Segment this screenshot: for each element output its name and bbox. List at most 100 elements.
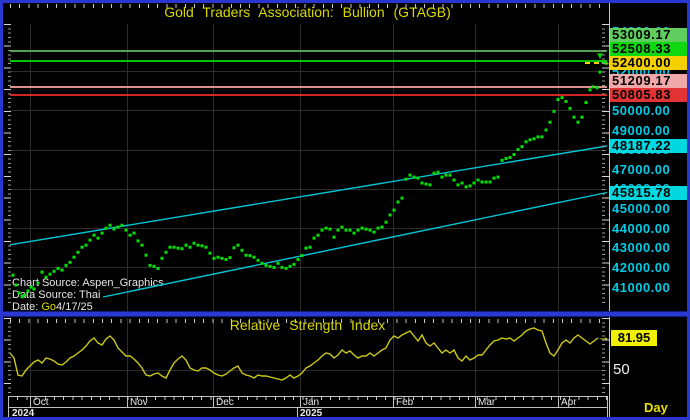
price-dot xyxy=(428,183,432,187)
price-dot xyxy=(496,175,500,179)
price-dot xyxy=(460,181,464,185)
month-label: Dec xyxy=(216,397,234,408)
price-dot xyxy=(412,175,416,179)
price-dot xyxy=(588,88,592,92)
gridline-horizontal xyxy=(10,110,607,112)
price-dot xyxy=(540,135,544,139)
year-label: 2024 xyxy=(12,408,35,419)
rsi-value-label: 81.95 xyxy=(611,330,657,346)
price-label-52508.33: 52508.33 xyxy=(610,42,687,57)
go-command-text: Go xyxy=(41,301,57,313)
price-dot xyxy=(164,250,168,254)
main-chart-title: Gold Traders Association: Bullion (GTAGB… xyxy=(164,4,451,20)
trend-channel-line[interactable] xyxy=(9,145,608,246)
price-dot xyxy=(444,173,448,177)
window-border-left xyxy=(0,0,3,420)
price-dot xyxy=(580,115,584,119)
price-dot xyxy=(488,180,492,184)
price-dot xyxy=(256,258,260,262)
annotation-chart-source: Chart Source: Aspen_Graphics xyxy=(12,277,164,289)
price-dot xyxy=(532,137,536,141)
price-dot xyxy=(216,255,220,259)
price-dot xyxy=(248,254,252,258)
date-prefix: Date: xyxy=(12,301,42,313)
price-dot xyxy=(332,235,336,239)
price-dot xyxy=(372,230,376,234)
price-dot xyxy=(276,261,280,265)
scale-baseline xyxy=(609,3,610,418)
month-label: Oct xyxy=(33,397,49,408)
price-dot xyxy=(228,256,232,260)
price-dot xyxy=(308,245,312,249)
month-tick xyxy=(127,396,128,407)
price-level-line-green-light xyxy=(10,50,607,53)
price-dot xyxy=(136,239,140,243)
gridline-horizontal xyxy=(10,228,607,230)
annotation-date: Date: Go4/17/25 xyxy=(12,301,93,313)
annotation-data-source: Data Source: Thai xyxy=(12,289,101,301)
price-tick-label: 44000.00 xyxy=(612,220,671,236)
price-dot xyxy=(396,200,400,204)
price-dot xyxy=(144,253,148,257)
price-dot xyxy=(548,120,552,124)
gridline-horizontal xyxy=(10,267,607,269)
month-tick xyxy=(475,396,476,407)
price-dot xyxy=(492,176,496,180)
price-dot xyxy=(560,96,564,100)
window-border-bottom xyxy=(0,417,690,420)
price-dot xyxy=(80,245,84,249)
price-tick-label: 47000.00 xyxy=(612,161,671,177)
month-label: Jan xyxy=(303,397,320,408)
time-ruler-top xyxy=(10,3,607,8)
price-dot xyxy=(160,256,164,260)
price-dot xyxy=(476,178,480,182)
year-cell-line xyxy=(607,407,608,418)
rsi-ruler-right[interactable] xyxy=(602,318,609,396)
price-dot xyxy=(524,140,528,144)
price-dot xyxy=(108,223,112,227)
price-dot xyxy=(48,272,52,276)
price-dot xyxy=(172,245,176,249)
year-cell-line xyxy=(297,407,298,418)
price-dot xyxy=(196,243,200,247)
price-dot xyxy=(432,171,436,175)
price-dot xyxy=(84,243,88,247)
price-dot xyxy=(72,255,76,259)
price-dot xyxy=(448,173,452,177)
price-dot xyxy=(92,233,96,237)
price-dot xyxy=(508,156,512,159)
price-dot xyxy=(440,175,444,179)
price-dot xyxy=(192,241,196,245)
price-dot xyxy=(576,120,580,124)
price-dot xyxy=(408,173,412,177)
price-tick-label: 50000.00 xyxy=(612,102,671,118)
month-tick xyxy=(393,396,394,407)
price-dot xyxy=(584,101,588,104)
price-dot xyxy=(52,269,56,273)
month-label: Apr xyxy=(561,397,577,408)
current-price-arrow-icon: → xyxy=(603,54,616,69)
price-dot xyxy=(236,243,240,247)
rsi-mid-tick-label: 50 xyxy=(613,361,630,378)
price-dot xyxy=(204,245,208,249)
gridline-horizontal xyxy=(10,149,607,151)
rsi-value-arrow-icon: → xyxy=(597,329,610,344)
price-dot xyxy=(232,246,236,250)
price-tick-label: 49000.00 xyxy=(612,122,671,138)
trend-channel-line[interactable] xyxy=(102,191,608,298)
price-dot xyxy=(480,180,484,184)
price-dot xyxy=(416,176,420,180)
rsi-ruler-left xyxy=(4,318,11,396)
price-dot xyxy=(500,158,504,162)
price-label-48187.22: 48187.22 xyxy=(610,139,687,153)
price-label-45815.78: 45815.78 xyxy=(610,185,687,200)
price-label-52400.00: 52400.00 xyxy=(610,56,687,71)
price-tick-label: 45000.00 xyxy=(612,201,671,216)
price-dot xyxy=(188,245,192,249)
year-cell-line xyxy=(8,407,9,418)
price-dot xyxy=(88,238,92,242)
price-dot xyxy=(572,115,576,119)
price-dot xyxy=(100,231,104,235)
window-border-top xyxy=(0,0,690,3)
price-dot xyxy=(140,243,144,247)
